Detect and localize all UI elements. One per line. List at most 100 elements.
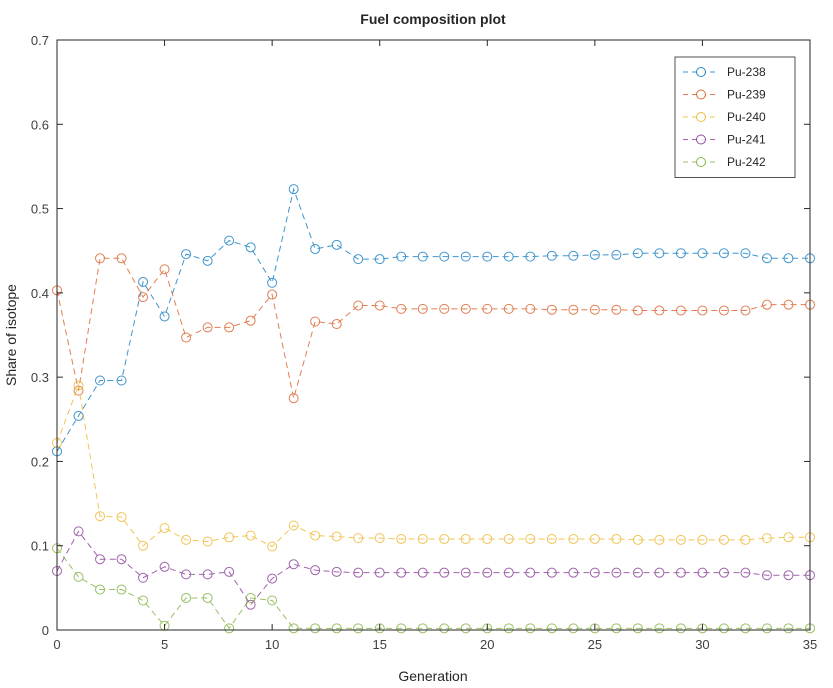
data-point-marker	[245, 530, 256, 541]
data-point-marker	[267, 595, 278, 606]
data-point-marker	[460, 623, 471, 634]
data-point-marker	[202, 536, 213, 547]
data-point-marker	[267, 277, 278, 288]
data-point-marker	[740, 534, 751, 545]
data-point-marker	[761, 253, 772, 264]
data-point-marker	[740, 623, 751, 634]
data-point-marker	[116, 554, 127, 565]
data-point-marker	[138, 292, 149, 303]
y-tick-label: 0.5	[31, 202, 49, 217]
y-tick-label: 0.4	[31, 286, 49, 301]
data-point-marker	[396, 533, 407, 544]
data-point-marker	[460, 303, 471, 314]
x-tick-label: 25	[588, 637, 602, 652]
data-point-marker	[589, 623, 600, 634]
data-point-marker	[374, 623, 385, 634]
data-point-marker	[611, 623, 622, 634]
data-point-marker	[396, 303, 407, 314]
data-point-marker	[611, 304, 622, 315]
data-point-marker	[353, 533, 364, 544]
data-point-marker	[611, 567, 622, 578]
data-point-marker	[288, 184, 299, 195]
data-point-marker	[224, 235, 235, 246]
data-point-marker	[353, 300, 364, 311]
legend-item: Pu-241	[683, 133, 766, 147]
data-point-marker	[718, 623, 729, 634]
data-point-marker	[417, 567, 428, 578]
data-point-marker	[718, 534, 729, 545]
data-point-marker	[116, 253, 127, 264]
data-point-marker	[417, 303, 428, 314]
data-point-marker	[374, 254, 385, 265]
data-point-marker	[224, 532, 235, 543]
data-point-marker	[138, 276, 149, 287]
series-pu-241	[52, 526, 815, 610]
x-tick-label: 35	[803, 637, 817, 652]
data-point-marker	[761, 533, 772, 544]
data-point-marker	[611, 533, 622, 544]
data-point-marker	[267, 541, 278, 552]
data-point-marker	[697, 534, 708, 545]
series-line	[56, 383, 810, 548]
data-point-marker	[525, 251, 536, 262]
data-point-marker	[546, 250, 557, 261]
data-point-marker	[697, 623, 708, 634]
data-point-marker	[331, 239, 342, 250]
data-point-marker	[697, 248, 708, 259]
x-tick-label: 30	[695, 637, 709, 652]
x-tick-label: 0	[53, 637, 60, 652]
data-point-marker	[460, 567, 471, 578]
data-point-marker	[632, 623, 643, 634]
plot-area	[52, 184, 815, 634]
data-point-marker	[202, 255, 213, 266]
data-point-marker	[718, 248, 729, 259]
y-tick-label: 0.6	[31, 117, 49, 132]
data-point-marker	[288, 623, 299, 634]
data-point-marker	[396, 567, 407, 578]
data-point-marker	[202, 322, 213, 333]
data-point-marker	[525, 533, 536, 544]
data-point-marker	[353, 623, 364, 634]
y-axis-label: Share of isotope	[3, 284, 19, 386]
x-axis-label: Generation	[398, 668, 467, 684]
data-point-marker	[439, 533, 450, 544]
data-point-marker	[654, 623, 665, 634]
data-point-marker	[374, 533, 385, 544]
series-line	[56, 530, 810, 606]
data-point-marker	[589, 567, 600, 578]
data-point-marker	[525, 303, 536, 314]
data-point-marker	[417, 251, 428, 262]
data-point-marker	[654, 567, 665, 578]
x-tick-label: 5	[161, 637, 168, 652]
data-point-marker	[697, 567, 708, 578]
data-point-marker	[632, 305, 643, 316]
data-point-marker	[353, 567, 364, 578]
data-point-marker	[95, 253, 106, 264]
data-point-marker	[632, 567, 643, 578]
data-point-marker	[568, 533, 579, 544]
data-point-marker	[525, 567, 536, 578]
data-point-marker	[482, 567, 493, 578]
data-point-marker	[181, 569, 192, 580]
data-point-marker	[546, 533, 557, 544]
data-point-marker	[568, 250, 579, 261]
data-point-marker	[740, 567, 751, 578]
x-tick-label: 15	[372, 637, 386, 652]
data-point-marker	[267, 573, 278, 584]
data-point-marker	[503, 303, 514, 314]
data-point-marker	[740, 248, 751, 259]
data-point-marker	[482, 533, 493, 544]
legend: Pu-238 Pu-239 Pu-240 Pu-241 Pu-242	[674, 56, 796, 178]
data-point-marker	[138, 595, 149, 606]
data-point-marker	[503, 533, 514, 544]
data-point-marker	[374, 567, 385, 578]
data-point-marker	[202, 592, 213, 603]
y-tick-label: 0.1	[31, 539, 49, 554]
data-point-marker	[310, 623, 321, 634]
data-point-marker	[138, 572, 149, 583]
data-point-marker	[783, 253, 794, 264]
data-point-marker	[675, 534, 686, 545]
legend-item: Pu-239	[683, 88, 766, 102]
data-point-marker	[417, 533, 428, 544]
